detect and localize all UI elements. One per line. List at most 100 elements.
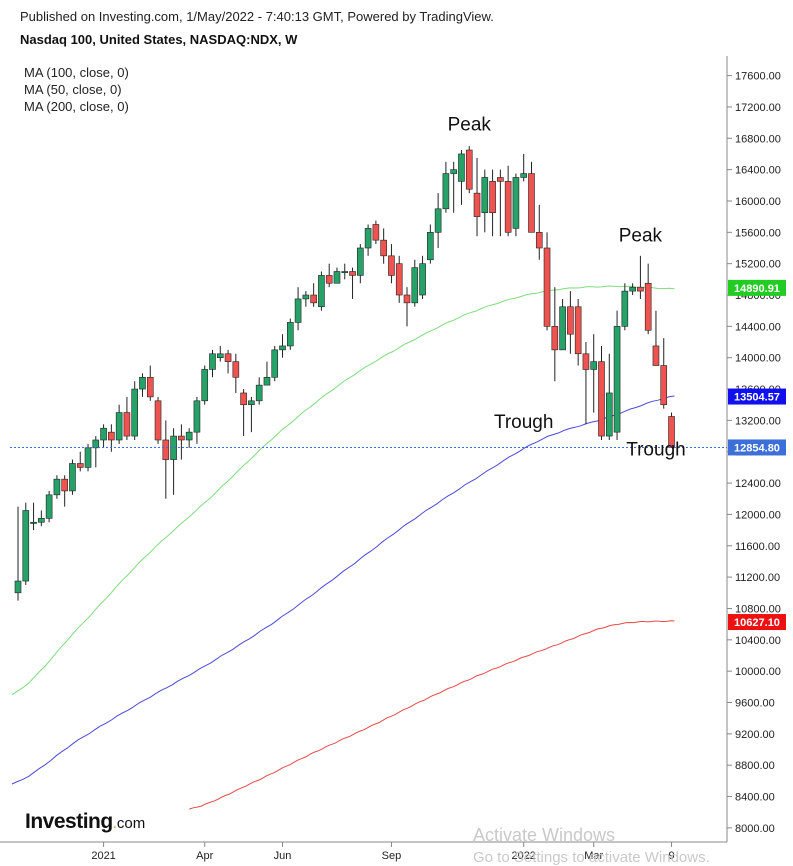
candle-body[interactable] [465,149,473,190]
candle-body[interactable] [621,290,629,327]
candle-body[interactable] [108,431,115,441]
candle-body[interactable] [224,353,232,362]
candle-body[interactable] [38,518,45,523]
candle-body[interactable] [473,192,481,217]
candle-body[interactable] [115,412,123,441]
candle-body[interactable] [271,349,279,378]
time-tick-label: Mar [584,850,603,862]
indicator-label-ma200[interactable]: MA (200, close, 0) [24,99,129,114]
candle-body[interactable] [22,510,30,582]
candle-body[interactable] [193,400,201,433]
candle-body[interactable] [100,427,107,441]
price-tick-label: 17200.00 [735,102,781,114]
candle-body[interactable] [146,376,154,398]
candle-body[interactable] [76,463,84,468]
candle-body[interactable] [201,369,209,402]
candle-body[interactable] [419,263,426,296]
candle-body[interactable] [310,294,317,304]
candle-body[interactable] [123,412,131,437]
candle-body[interactable] [139,376,146,390]
candle-body[interactable] [357,247,364,276]
candle-body[interactable] [489,181,496,214]
candle-body[interactable] [341,271,349,274]
candle-body[interactable] [512,177,520,229]
candle-body[interactable] [279,345,286,351]
price-badge-label: 13504.57 [734,392,780,404]
candle-body[interactable] [388,255,395,276]
candle-body[interactable] [154,400,162,441]
chart-annotation-trough: Trough [494,412,554,433]
candle-body[interactable] [162,439,170,460]
price-tick-label: 16000.00 [735,196,781,208]
candle-body[interactable] [318,275,325,308]
candle-body[interactable] [178,435,185,441]
candle-body[interactable] [629,286,636,292]
candle-body[interactable] [349,271,356,276]
candle-body[interactable] [590,361,598,370]
time-tick-label: Jun [274,850,292,862]
candle-body[interactable] [543,247,551,327]
candle-body[interactable] [240,392,247,406]
candle-body[interactable] [255,384,263,402]
candle-body[interactable] [45,494,53,519]
candle-body[interactable] [660,365,668,406]
candle-body[interactable] [574,306,582,355]
candle-body[interactable] [559,306,566,351]
candle-body[interactable] [613,326,621,433]
price-tick-label: 8000.00 [735,823,775,835]
candle-body[interactable] [497,177,504,182]
candle-body[interactable] [442,173,450,210]
candle-body[interactable] [652,345,660,366]
candle-body[interactable] [458,153,465,182]
candle-body[interactable] [286,322,294,347]
candle-body[interactable] [637,286,644,292]
candle-body[interactable] [53,478,61,496]
candle-body[interactable] [263,376,271,386]
candle-body[interactable] [380,239,387,257]
candle-body[interactable] [520,173,528,178]
candle-body[interactable] [395,263,403,296]
indicator-label-ma50[interactable]: MA (50, close, 0) [24,82,122,97]
candle-body[interactable] [209,353,216,370]
candle-body[interactable] [364,228,372,249]
price-badge-13504.57 [728,388,786,405]
candle-body[interactable] [333,271,341,284]
candle-body[interactable] [92,439,100,449]
candle-body[interactable] [582,353,590,370]
candle-body[interactable] [232,361,240,378]
candle-body[interactable] [528,173,535,233]
candle-body[interactable] [567,306,574,335]
candle-body[interactable] [30,521,37,524]
price-tick-label: 8400.00 [735,792,775,804]
candle-body[interactable] [302,294,310,300]
price-tick-label: 17600.00 [735,71,781,83]
candle-body[interactable] [216,353,224,359]
candle-body[interactable] [481,177,489,214]
candle-body[interactable] [605,392,613,437]
candle-body[interactable] [372,224,380,241]
candle-body[interactable] [644,282,652,331]
candle-body[interactable] [61,478,68,492]
candle-body[interactable] [598,361,605,437]
candle-body[interactable] [427,232,434,261]
candle-body[interactable] [411,267,419,304]
candle-body[interactable] [185,431,193,441]
candle-body[interactable] [504,181,512,233]
price-badge-10627.10 [728,614,786,631]
candle-body[interactable] [535,232,543,249]
candle-body[interactable] [248,400,255,406]
candle-body[interactable] [450,169,457,174]
candle-body[interactable] [14,580,22,594]
candle-body[interactable] [69,463,76,492]
price-badge-label: 12854.80 [734,442,780,454]
candle-body[interactable] [551,326,559,351]
time-tick-label: Apr [196,850,213,862]
candle-body[interactable] [325,275,333,284]
candle-body[interactable] [84,447,92,468]
candle-body[interactable] [294,298,302,323]
candle-body[interactable] [434,208,442,233]
candle-body[interactable] [403,294,411,304]
indicator-label-ma100[interactable]: MA (100, close, 0) [24,65,129,80]
candle-body[interactable] [131,388,138,437]
